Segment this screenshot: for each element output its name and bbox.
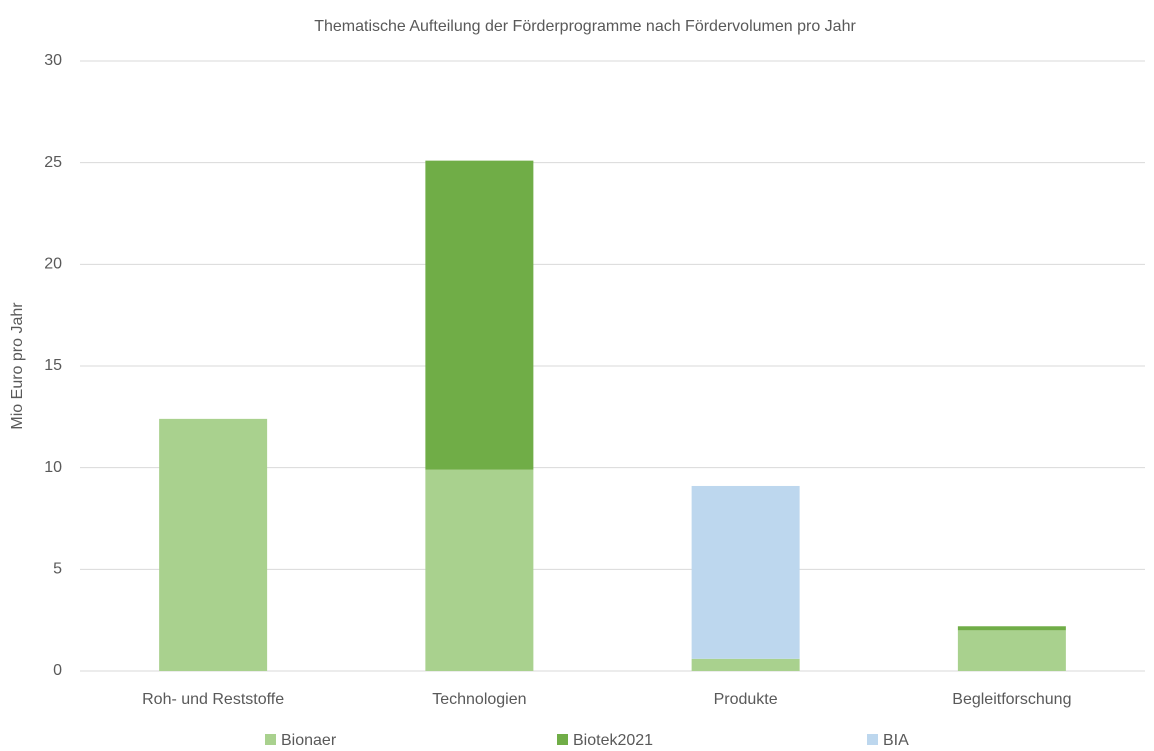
y-tick-label: 30 [44,52,62,69]
chart-title: Thematische Aufteilung der Förderprogram… [314,18,856,35]
y-tick-label: 0 [53,662,62,679]
legend-swatch [265,734,276,745]
legend-swatch [867,734,878,745]
legend-label: Bionaer [281,732,337,749]
x-tick-label: Begleitforschung [952,691,1071,708]
y-tick-label: 10 [44,459,62,476]
bar-segment [159,418,268,671]
bar-segment [691,658,800,671]
y-tick-label: 20 [44,256,62,273]
y-tick-label: 5 [53,561,62,578]
bar-segment [425,469,534,671]
x-tick-label: Roh- und Reststoffe [142,691,284,708]
legend-label: BIA [883,732,909,749]
x-tick-label: Technologien [432,691,526,708]
bar-segment [957,626,1066,631]
y-axis-label: Mio Euro pro Jahr [9,302,26,430]
y-tick-label: 15 [44,357,62,374]
y-tick-label: 25 [44,154,62,171]
legend-label: Biotek2021 [573,732,653,749]
bar-segment [957,630,1066,671]
legend-swatch [557,734,568,745]
bar-segment [691,485,800,659]
x-tick-label: Produkte [714,691,778,708]
bar-segment [425,160,534,470]
